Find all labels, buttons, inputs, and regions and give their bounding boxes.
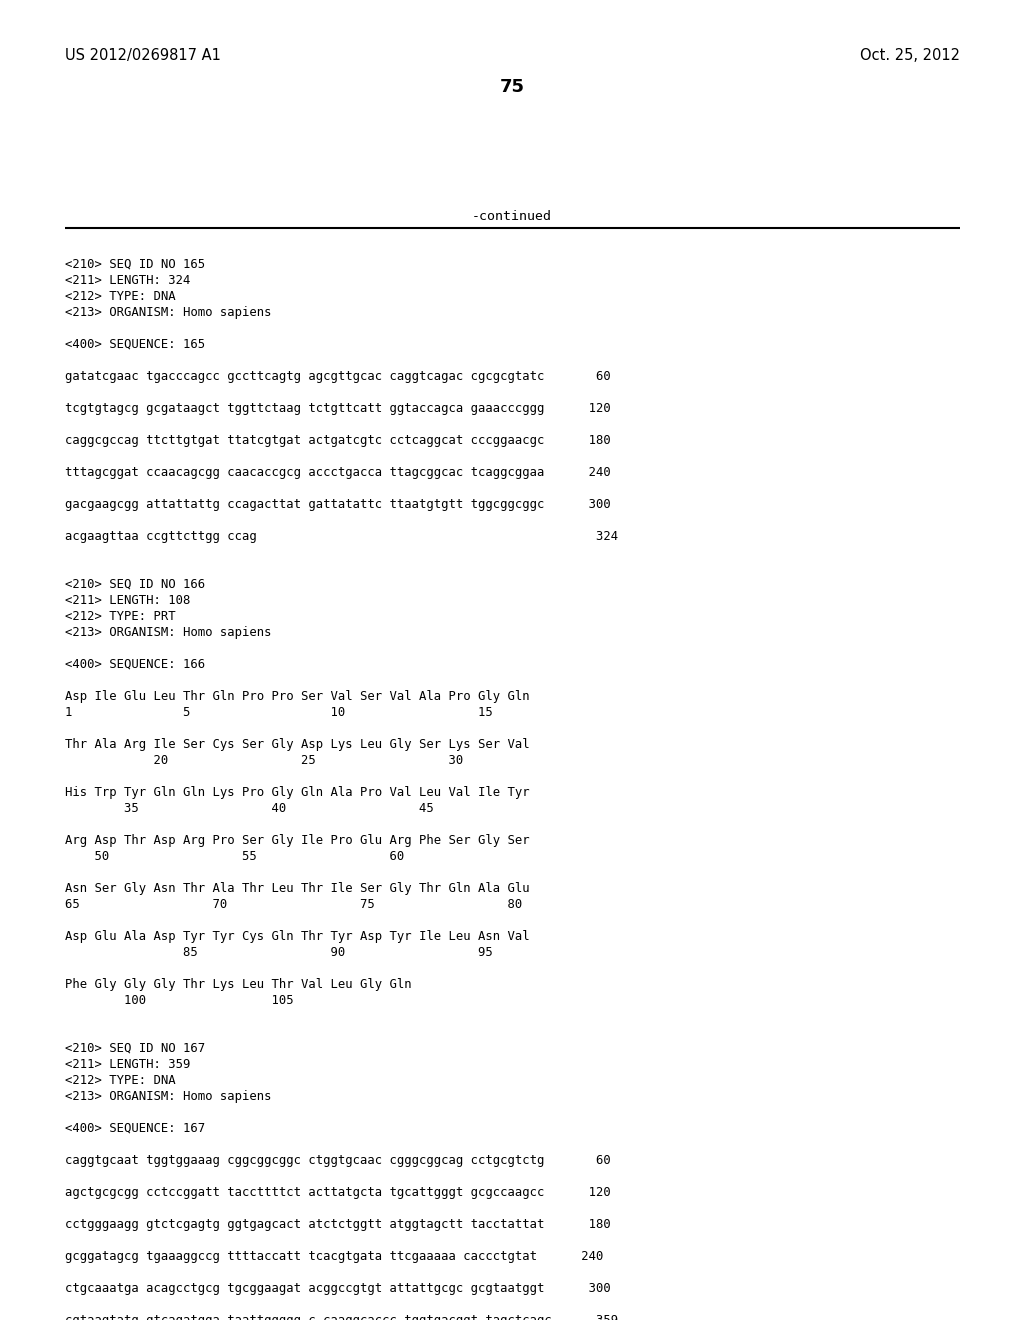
- Text: <210> SEQ ID NO 165: <210> SEQ ID NO 165: [65, 257, 205, 271]
- Text: 35                  40                  45: 35 40 45: [65, 803, 434, 814]
- Text: <211> LENGTH: 324: <211> LENGTH: 324: [65, 275, 190, 286]
- Text: agctgcgcgg cctccggatt taccttttct acttatgcta tgcattgggt gcgccaagcc      120: agctgcgcgg cctccggatt taccttttct acttatg…: [65, 1185, 610, 1199]
- Text: <400> SEQUENCE: 165: <400> SEQUENCE: 165: [65, 338, 205, 351]
- Text: gacgaagcgg attattattg ccagacttat gattatattc ttaatgtgtt tggcggcggc      300: gacgaagcgg attattattg ccagacttat gattata…: [65, 498, 610, 511]
- Text: cctgggaagg gtctcgagtg ggtgagcact atctctggtt atggtagctt tacctattat      180: cctgggaagg gtctcgagtg ggtgagcact atctctg…: [65, 1218, 610, 1232]
- Text: <210> SEQ ID NO 166: <210> SEQ ID NO 166: [65, 578, 205, 591]
- Text: -continued: -continued: [472, 210, 552, 223]
- Text: His Trp Tyr Gln Gln Lys Pro Gly Gln Ala Pro Val Leu Val Ile Tyr: His Trp Tyr Gln Gln Lys Pro Gly Gln Ala …: [65, 785, 529, 799]
- Text: Arg Asp Thr Asp Arg Pro Ser Gly Ile Pro Glu Arg Phe Ser Gly Ser: Arg Asp Thr Asp Arg Pro Ser Gly Ile Pro …: [65, 834, 529, 847]
- Text: gcggatagcg tgaaaggccg ttttaccatt tcacgtgata ttcgaaaaa caccctgtat      240: gcggatagcg tgaaaggccg ttttaccatt tcacgtg…: [65, 1250, 603, 1263]
- Text: <212> TYPE: DNA: <212> TYPE: DNA: [65, 1074, 176, 1086]
- Text: 20                  25                  30: 20 25 30: [65, 754, 463, 767]
- Text: <212> TYPE: PRT: <212> TYPE: PRT: [65, 610, 176, 623]
- Text: <213> ORGANISM: Homo sapiens: <213> ORGANISM: Homo sapiens: [65, 1090, 271, 1104]
- Text: 85                  90                  95: 85 90 95: [65, 946, 493, 960]
- Text: cgtaagtatg gtcagatgga taattggggg c caaggcaccc tggtgacggt tagctcagc      359: cgtaagtatg gtcagatgga taattggggg c caagg…: [65, 1313, 618, 1320]
- Text: ctgcaaatga acagcctgcg tgcggaagat acggccgtgt attattgcgc gcgtaatggt      300: ctgcaaatga acagcctgcg tgcggaagat acggccg…: [65, 1282, 610, 1295]
- Text: US 2012/0269817 A1: US 2012/0269817 A1: [65, 48, 221, 63]
- Text: 50                  55                  60: 50 55 60: [65, 850, 404, 863]
- Text: <212> TYPE: DNA: <212> TYPE: DNA: [65, 290, 176, 304]
- Text: gatatcgaac tgacccagcc gccttcagtg agcgttgcac caggtcagac cgcgcgtatc       60: gatatcgaac tgacccagcc gccttcagtg agcgttg…: [65, 370, 610, 383]
- Text: Thr Ala Arg Ile Ser Cys Ser Gly Asp Lys Leu Gly Ser Lys Ser Val: Thr Ala Arg Ile Ser Cys Ser Gly Asp Lys …: [65, 738, 529, 751]
- Text: Asp Glu Ala Asp Tyr Tyr Cys Gln Thr Tyr Asp Tyr Ile Leu Asn Val: Asp Glu Ala Asp Tyr Tyr Cys Gln Thr Tyr …: [65, 931, 529, 942]
- Text: Phe Gly Gly Gly Thr Lys Leu Thr Val Leu Gly Gln: Phe Gly Gly Gly Thr Lys Leu Thr Val Leu …: [65, 978, 412, 991]
- Text: caggcgccag ttcttgtgat ttatcgtgat actgatcgtc cctcaggcat cccggaacgc      180: caggcgccag ttcttgtgat ttatcgtgat actgatc…: [65, 434, 610, 447]
- Text: <211> LENGTH: 359: <211> LENGTH: 359: [65, 1059, 190, 1071]
- Text: 1               5                   10                  15: 1 5 10 15: [65, 706, 493, 719]
- Text: caggtgcaat tggtggaaag cggcggcggc ctggtgcaac cgggcggcag cctgcgtctg       60: caggtgcaat tggtggaaag cggcggcggc ctggtgc…: [65, 1154, 610, 1167]
- Text: Asn Ser Gly Asn Thr Ala Thr Leu Thr Ile Ser Gly Thr Gln Ala Glu: Asn Ser Gly Asn Thr Ala Thr Leu Thr Ile …: [65, 882, 529, 895]
- Text: Oct. 25, 2012: Oct. 25, 2012: [860, 48, 961, 63]
- Text: <210> SEQ ID NO 167: <210> SEQ ID NO 167: [65, 1041, 205, 1055]
- Text: <400> SEQUENCE: 166: <400> SEQUENCE: 166: [65, 657, 205, 671]
- Text: 65                  70                  75                  80: 65 70 75 80: [65, 898, 522, 911]
- Text: Asp Ile Glu Leu Thr Gln Pro Pro Ser Val Ser Val Ala Pro Gly Gln: Asp Ile Glu Leu Thr Gln Pro Pro Ser Val …: [65, 690, 529, 704]
- Text: tcgtgtagcg gcgataagct tggttctaag tctgttcatt ggtaccagca gaaacccggg      120: tcgtgtagcg gcgataagct tggttctaag tctgttc…: [65, 403, 610, 414]
- Text: <213> ORGANISM: Homo sapiens: <213> ORGANISM: Homo sapiens: [65, 626, 271, 639]
- Text: 75: 75: [500, 78, 524, 96]
- Text: tttagcggat ccaacagcgg caacaccgcg accctgacca ttagcggcac tcaggcggaa      240: tttagcggat ccaacagcgg caacaccgcg accctga…: [65, 466, 610, 479]
- Text: <213> ORGANISM: Homo sapiens: <213> ORGANISM: Homo sapiens: [65, 306, 271, 319]
- Text: <211> LENGTH: 108: <211> LENGTH: 108: [65, 594, 190, 607]
- Text: acgaagttaa ccgttcttgg ccag                                              324: acgaagttaa ccgttcttgg ccag 324: [65, 531, 618, 543]
- Text: 100                 105: 100 105: [65, 994, 294, 1007]
- Text: <400> SEQUENCE: 167: <400> SEQUENCE: 167: [65, 1122, 205, 1135]
